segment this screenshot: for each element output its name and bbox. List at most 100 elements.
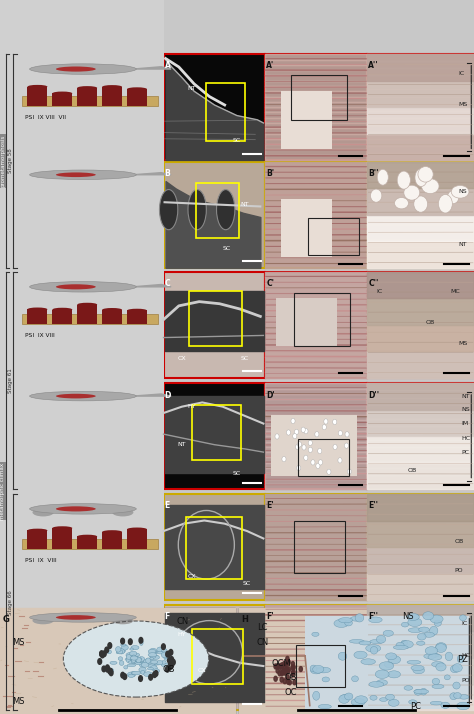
- Text: D'': D'': [368, 391, 380, 400]
- Text: SC: SC: [223, 246, 231, 251]
- Ellipse shape: [151, 660, 158, 664]
- Ellipse shape: [132, 658, 137, 663]
- Ellipse shape: [129, 656, 134, 659]
- Ellipse shape: [345, 620, 352, 626]
- Text: E': E': [266, 501, 274, 511]
- Ellipse shape: [436, 663, 446, 671]
- Ellipse shape: [131, 645, 139, 650]
- Ellipse shape: [146, 658, 151, 663]
- Ellipse shape: [127, 664, 136, 667]
- Ellipse shape: [77, 303, 97, 306]
- Text: NT: NT: [461, 393, 470, 398]
- Ellipse shape: [312, 632, 319, 636]
- Circle shape: [154, 670, 158, 676]
- Ellipse shape: [52, 308, 72, 311]
- Ellipse shape: [119, 660, 124, 665]
- Bar: [276, 298, 337, 346]
- Text: metamorphic climax: metamorphic climax: [0, 463, 5, 520]
- Ellipse shape: [394, 198, 409, 209]
- Text: NS: NS: [402, 613, 414, 621]
- Ellipse shape: [424, 633, 434, 638]
- Circle shape: [168, 658, 172, 663]
- Ellipse shape: [112, 617, 134, 624]
- Ellipse shape: [334, 619, 349, 628]
- Ellipse shape: [359, 641, 371, 645]
- Ellipse shape: [375, 670, 389, 678]
- Ellipse shape: [327, 469, 331, 474]
- Circle shape: [165, 666, 169, 672]
- Ellipse shape: [454, 693, 461, 698]
- Circle shape: [275, 664, 279, 669]
- Polygon shape: [133, 173, 171, 175]
- Bar: [22, 314, 158, 323]
- Ellipse shape: [418, 633, 426, 640]
- Polygon shape: [133, 394, 171, 396]
- Ellipse shape: [424, 654, 436, 659]
- Circle shape: [139, 675, 142, 681]
- Ellipse shape: [315, 431, 319, 437]
- Text: SC: SC: [233, 139, 241, 144]
- Ellipse shape: [150, 665, 157, 670]
- Ellipse shape: [118, 657, 123, 660]
- Bar: [265, 272, 367, 378]
- Bar: [291, 76, 347, 120]
- Ellipse shape: [376, 680, 387, 685]
- Ellipse shape: [417, 641, 425, 645]
- Bar: [27, 309, 47, 323]
- Text: LC: LC: [257, 623, 268, 632]
- Text: Stage 61: Stage 61: [8, 368, 13, 393]
- Ellipse shape: [322, 425, 326, 430]
- Bar: [164, 494, 265, 600]
- Ellipse shape: [347, 469, 351, 474]
- Bar: [294, 293, 350, 346]
- Ellipse shape: [459, 615, 466, 620]
- Ellipse shape: [397, 171, 410, 189]
- Text: IM: IM: [461, 421, 468, 426]
- Ellipse shape: [151, 655, 160, 660]
- Ellipse shape: [112, 508, 134, 516]
- Ellipse shape: [29, 391, 137, 401]
- Ellipse shape: [311, 460, 315, 465]
- Ellipse shape: [150, 653, 156, 658]
- Text: prometamorphosis: prometamorphosis: [0, 135, 5, 187]
- Bar: [281, 91, 332, 149]
- Ellipse shape: [388, 699, 399, 706]
- Circle shape: [283, 670, 285, 675]
- Ellipse shape: [142, 662, 147, 664]
- Ellipse shape: [156, 660, 163, 665]
- Circle shape: [100, 651, 103, 657]
- Ellipse shape: [138, 658, 142, 660]
- Text: A: A: [164, 61, 171, 71]
- Ellipse shape: [338, 431, 342, 436]
- Text: E'': E'': [368, 501, 378, 511]
- Bar: [239, 608, 474, 714]
- Ellipse shape: [161, 652, 168, 658]
- Ellipse shape: [27, 308, 47, 311]
- Ellipse shape: [32, 508, 54, 516]
- Bar: [367, 605, 474, 710]
- Ellipse shape: [118, 649, 126, 653]
- Circle shape: [282, 670, 285, 675]
- Ellipse shape: [432, 678, 440, 685]
- Circle shape: [108, 643, 112, 648]
- Bar: [127, 529, 147, 549]
- Ellipse shape: [383, 630, 393, 636]
- Ellipse shape: [150, 654, 156, 658]
- Bar: [164, 54, 265, 160]
- Ellipse shape: [338, 652, 347, 660]
- Text: D: D: [164, 391, 171, 400]
- Circle shape: [105, 666, 109, 672]
- Ellipse shape: [366, 645, 381, 652]
- Ellipse shape: [430, 653, 439, 657]
- Ellipse shape: [56, 284, 96, 289]
- Circle shape: [168, 664, 172, 670]
- Bar: [164, 383, 265, 489]
- Ellipse shape: [121, 645, 128, 650]
- Ellipse shape: [130, 656, 138, 660]
- Circle shape: [285, 667, 288, 672]
- Text: B: B: [164, 169, 170, 178]
- Ellipse shape: [131, 659, 135, 664]
- Ellipse shape: [420, 688, 427, 695]
- Ellipse shape: [418, 166, 433, 182]
- Text: NS: NS: [458, 189, 466, 194]
